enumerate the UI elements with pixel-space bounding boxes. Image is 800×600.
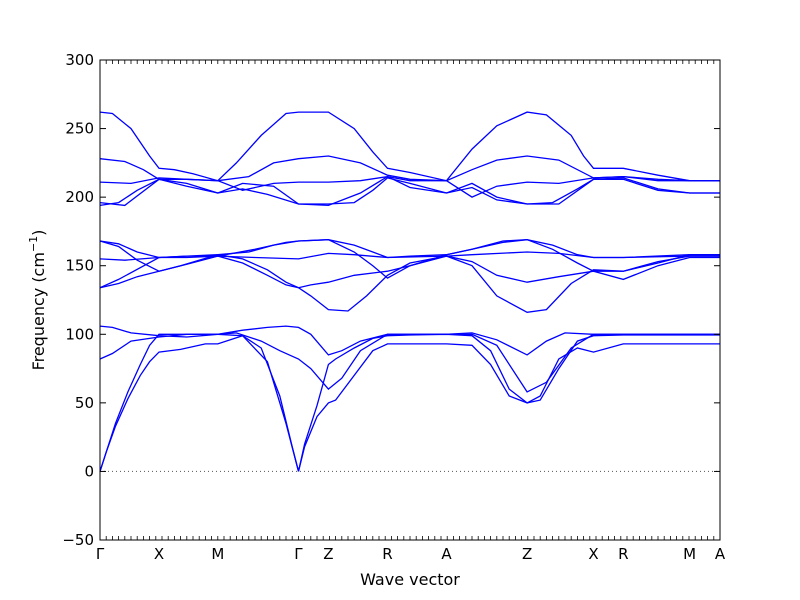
x-kpoint-label: M xyxy=(683,545,696,563)
y-tick-label: 200 xyxy=(65,188,94,206)
x-kpoint-label: Z xyxy=(323,545,333,563)
x-kpoint-label: R xyxy=(618,545,628,563)
x-axis-title: Wave vector xyxy=(360,570,460,589)
y-tick-label: 50 xyxy=(75,394,94,412)
band-11 xyxy=(99,175,720,207)
x-kpoint-label: A xyxy=(441,545,452,563)
x-kpoint-label: R xyxy=(382,545,392,563)
band-8 xyxy=(99,239,720,259)
band-13 xyxy=(99,155,720,182)
band-1 xyxy=(99,333,720,472)
band-14 xyxy=(99,111,720,182)
band-3 xyxy=(99,332,720,393)
x-kpoint-label: X xyxy=(588,545,598,563)
band-9 xyxy=(99,239,720,279)
x-kpoint-label: A xyxy=(715,545,726,563)
y-tick-label: 150 xyxy=(65,257,94,275)
band-2 xyxy=(99,334,720,472)
x-kpoint-label: M xyxy=(211,545,224,563)
band-lines xyxy=(99,111,720,472)
y-axis-title: Frequency (cm−1) xyxy=(27,230,48,371)
x-kpoint-label: Γ xyxy=(96,545,105,563)
x-kpoint-label: Z xyxy=(522,545,532,563)
y-tick-label: 0 xyxy=(84,462,94,480)
band-4 xyxy=(99,325,720,356)
y-tick-label: 250 xyxy=(65,120,94,138)
x-kpoint-label: Γ xyxy=(294,545,303,563)
y-tick-label: −50 xyxy=(62,531,94,549)
x-kpoint-label: X xyxy=(154,545,164,563)
y-tick-label: 300 xyxy=(65,51,94,69)
y-axis-ticks: −50 0 50 100 150 200 250 300 xyxy=(62,51,720,549)
y-tick-label: 100 xyxy=(65,325,94,343)
